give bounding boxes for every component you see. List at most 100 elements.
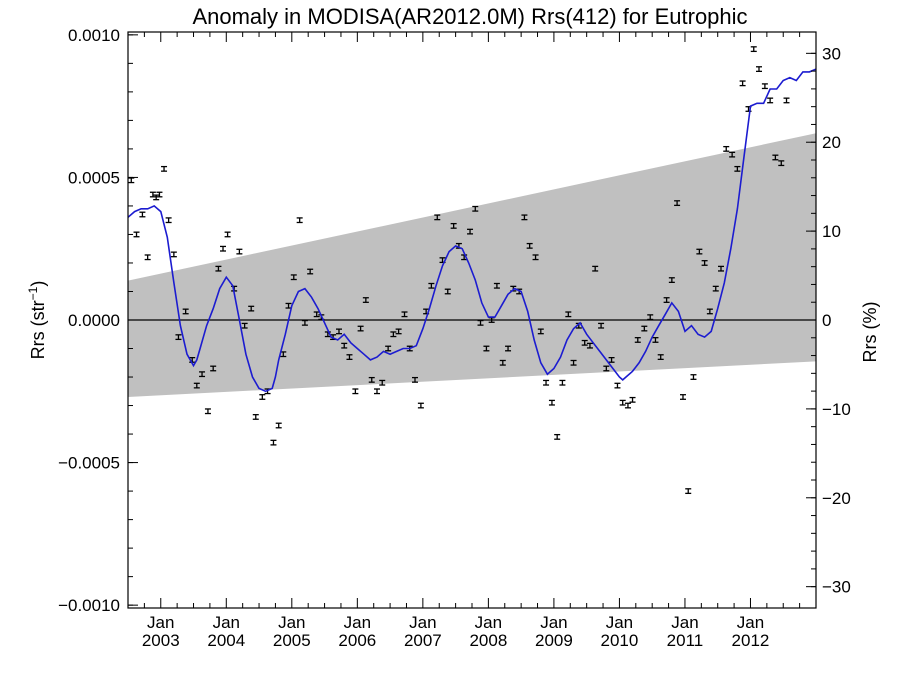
data-point bbox=[368, 376, 375, 383]
x-tick-year-label: 2006 bbox=[338, 631, 376, 650]
x-tick-year-label: 2008 bbox=[469, 631, 507, 650]
y2-tick-label: 30 bbox=[822, 44, 841, 63]
data-point bbox=[712, 285, 719, 292]
y2-tick-label: 10 bbox=[822, 222, 841, 241]
y-tick-label: 0.0010 bbox=[68, 26, 120, 45]
data-point bbox=[581, 339, 588, 346]
data-point bbox=[532, 254, 539, 261]
data-point bbox=[357, 325, 364, 332]
smoothed-series-line bbox=[128, 68, 816, 393]
x-tick-month-label: Jan bbox=[737, 613, 764, 632]
data-point bbox=[224, 231, 231, 238]
data-point bbox=[324, 331, 331, 338]
data-point bbox=[483, 345, 490, 352]
data-point bbox=[647, 314, 654, 321]
data-point bbox=[477, 319, 484, 326]
data-point bbox=[663, 297, 670, 303]
data-point bbox=[755, 66, 762, 73]
y-tick-label: 0.0005 bbox=[68, 168, 120, 187]
x-tick-month-label: Jan bbox=[344, 613, 371, 632]
data-point bbox=[696, 248, 703, 255]
x-tick-year-label: 2007 bbox=[404, 631, 442, 650]
data-point bbox=[161, 165, 168, 172]
data-point bbox=[461, 254, 468, 261]
plot-area: 0.00100.00050.0000−0.0005−0.00103020100−… bbox=[58, 26, 851, 650]
data-point bbox=[674, 200, 681, 207]
x-tick-month-label: Jan bbox=[475, 613, 502, 632]
y2-tick-label: −20 bbox=[822, 489, 851, 508]
data-point bbox=[215, 265, 222, 272]
data-point bbox=[723, 145, 730, 152]
data-point bbox=[301, 319, 308, 326]
data-point bbox=[734, 165, 741, 172]
data-point bbox=[362, 297, 369, 303]
y2-tick-label: 20 bbox=[822, 133, 841, 152]
x-tick-year-label: 2003 bbox=[142, 631, 180, 650]
data-point bbox=[767, 97, 774, 104]
data-point bbox=[499, 359, 506, 366]
data-point bbox=[210, 365, 217, 372]
data-point bbox=[624, 402, 631, 409]
data-point bbox=[690, 374, 697, 380]
data-point bbox=[778, 160, 785, 167]
data-point bbox=[467, 228, 474, 235]
data-point bbox=[170, 251, 177, 258]
data-point bbox=[385, 345, 392, 352]
data-point bbox=[182, 308, 189, 315]
x-tick-year-label: 2011 bbox=[667, 631, 704, 650]
x-tick-month-label: Jan bbox=[606, 613, 633, 632]
x-tick-year-label: 2009 bbox=[535, 631, 573, 650]
data-point bbox=[290, 274, 297, 281]
data-point bbox=[548, 399, 555, 406]
data-point bbox=[592, 265, 599, 272]
data-point bbox=[144, 254, 151, 261]
data-point bbox=[252, 414, 259, 420]
data-point bbox=[390, 331, 397, 338]
data-point bbox=[679, 394, 686, 400]
data-point bbox=[668, 277, 675, 284]
data-point bbox=[619, 399, 626, 406]
data-point bbox=[629, 396, 636, 403]
data-point bbox=[373, 388, 380, 395]
data-point bbox=[685, 488, 692, 495]
data-point bbox=[434, 214, 441, 221]
data-point bbox=[341, 342, 348, 349]
data-point bbox=[526, 242, 533, 249]
y-tick-label: 0.0000 bbox=[68, 311, 120, 330]
data-point bbox=[717, 265, 724, 272]
y2-axis-label: Rrs (%) bbox=[860, 302, 880, 363]
data-point bbox=[472, 205, 479, 212]
data-point bbox=[193, 382, 200, 389]
data-point bbox=[139, 211, 146, 218]
x-tick-month-label: Jan bbox=[147, 613, 174, 632]
plot-content bbox=[128, 46, 816, 495]
data-point bbox=[153, 194, 160, 201]
data-point bbox=[165, 217, 172, 224]
data-point bbox=[417, 402, 424, 409]
data-point bbox=[706, 308, 713, 315]
data-point bbox=[335, 328, 342, 335]
data-point bbox=[505, 345, 512, 352]
data-point bbox=[128, 177, 135, 184]
data-point bbox=[614, 382, 621, 389]
data-point bbox=[220, 245, 227, 252]
x-tick-month-label: Jan bbox=[213, 613, 240, 632]
data-point bbox=[395, 328, 402, 335]
data-point bbox=[657, 354, 664, 361]
chart-title: Anomaly in MODISA(AR2012.0M) Rrs(412) fo… bbox=[192, 4, 747, 29]
data-point bbox=[570, 359, 577, 366]
data-point bbox=[401, 311, 408, 318]
data-point bbox=[379, 379, 386, 386]
data-point bbox=[729, 151, 736, 158]
data-point bbox=[275, 422, 282, 429]
x-tick-month-label: Jan bbox=[409, 613, 436, 632]
data-point bbox=[493, 282, 500, 289]
data-point bbox=[559, 379, 566, 386]
data-point bbox=[199, 371, 206, 378]
data-point bbox=[634, 337, 641, 343]
data-point bbox=[259, 394, 266, 400]
x-tick-year-label: 2004 bbox=[207, 631, 245, 650]
x-tick-year-label: 2012 bbox=[732, 631, 770, 650]
